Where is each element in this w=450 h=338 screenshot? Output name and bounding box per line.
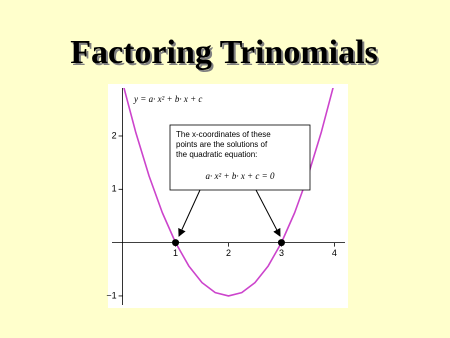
x-tick-label: 4 bbox=[332, 248, 337, 258]
y-tick-label: 2 bbox=[112, 130, 117, 140]
note-line: the quadratic equation: bbox=[176, 150, 257, 159]
x-tick-label: 1 bbox=[173, 248, 178, 258]
title-shadow: Factoring Trinomials bbox=[72, 36, 380, 73]
curve bbox=[123, 88, 334, 297]
note-equation: a· x² + b· x + c = 0 bbox=[206, 171, 275, 181]
plot-area bbox=[108, 84, 348, 308]
note-line: The x-coordinates of these bbox=[176, 130, 271, 139]
note-box bbox=[169, 124, 311, 191]
x-tick-label: 3 bbox=[279, 248, 284, 258]
x-tick-label: 2 bbox=[226, 248, 231, 258]
chart-title: Factoring Trinomials bbox=[70, 34, 378, 71]
equation: y = a· x² + b· x + c bbox=[133, 94, 202, 104]
y-tick-label: 1 bbox=[112, 184, 117, 194]
y-tick-label: −1 bbox=[106, 290, 116, 300]
root-point bbox=[277, 239, 285, 247]
arrow bbox=[178, 189, 201, 237]
root-point bbox=[172, 239, 180, 247]
note-line: points are the solutions of bbox=[176, 140, 268, 149]
arrow bbox=[255, 189, 281, 237]
